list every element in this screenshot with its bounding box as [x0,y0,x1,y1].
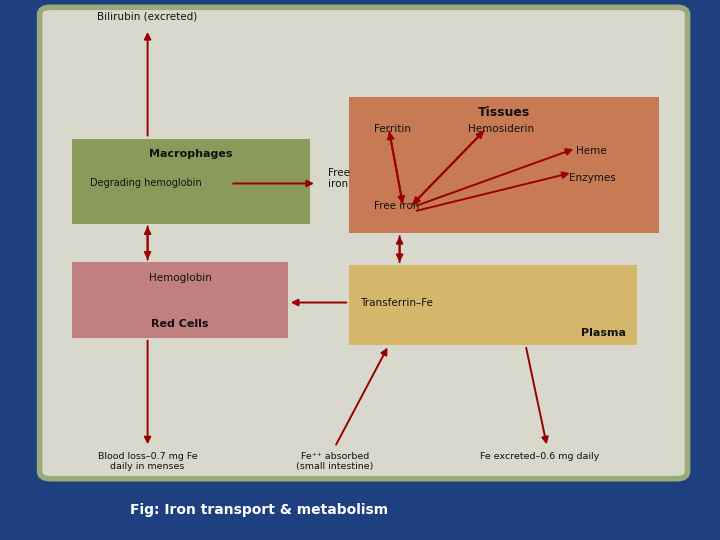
Text: Hemosiderin: Hemosiderin [468,124,534,134]
Text: Plasma: Plasma [582,328,626,338]
Text: Heme: Heme [576,146,607,156]
Text: Transferrin–Fe: Transferrin–Fe [360,298,433,308]
Text: Hemoglobin: Hemoglobin [148,273,212,283]
Text: Red Cells: Red Cells [151,319,209,329]
Text: Degrading hemoglobin: Degrading hemoglobin [90,178,202,188]
Text: Fe⁺⁺ absorbed
(small intestine): Fe⁺⁺ absorbed (small intestine) [296,452,374,471]
FancyBboxPatch shape [72,138,310,224]
Text: Tissues: Tissues [478,106,530,119]
Text: Ferritin: Ferritin [374,124,411,134]
Text: Free iron: Free iron [374,201,420,211]
FancyBboxPatch shape [72,262,288,338]
FancyBboxPatch shape [349,265,637,345]
Text: Free
iron: Free iron [328,168,350,190]
Text: Bilirubin (excreted): Bilirubin (excreted) [97,12,198,22]
Text: Enzymes: Enzymes [569,172,616,183]
FancyBboxPatch shape [349,97,659,233]
Text: Fig: Iron transport & metabolism: Fig: Iron transport & metabolism [130,503,388,517]
Text: Blood loss–0.7 mg Fe
daily in menses: Blood loss–0.7 mg Fe daily in menses [98,452,197,471]
Text: Fe excreted–0.6 mg daily: Fe excreted–0.6 mg daily [480,452,600,461]
Text: Macrophages: Macrophages [149,149,233,159]
FancyBboxPatch shape [40,7,688,478]
